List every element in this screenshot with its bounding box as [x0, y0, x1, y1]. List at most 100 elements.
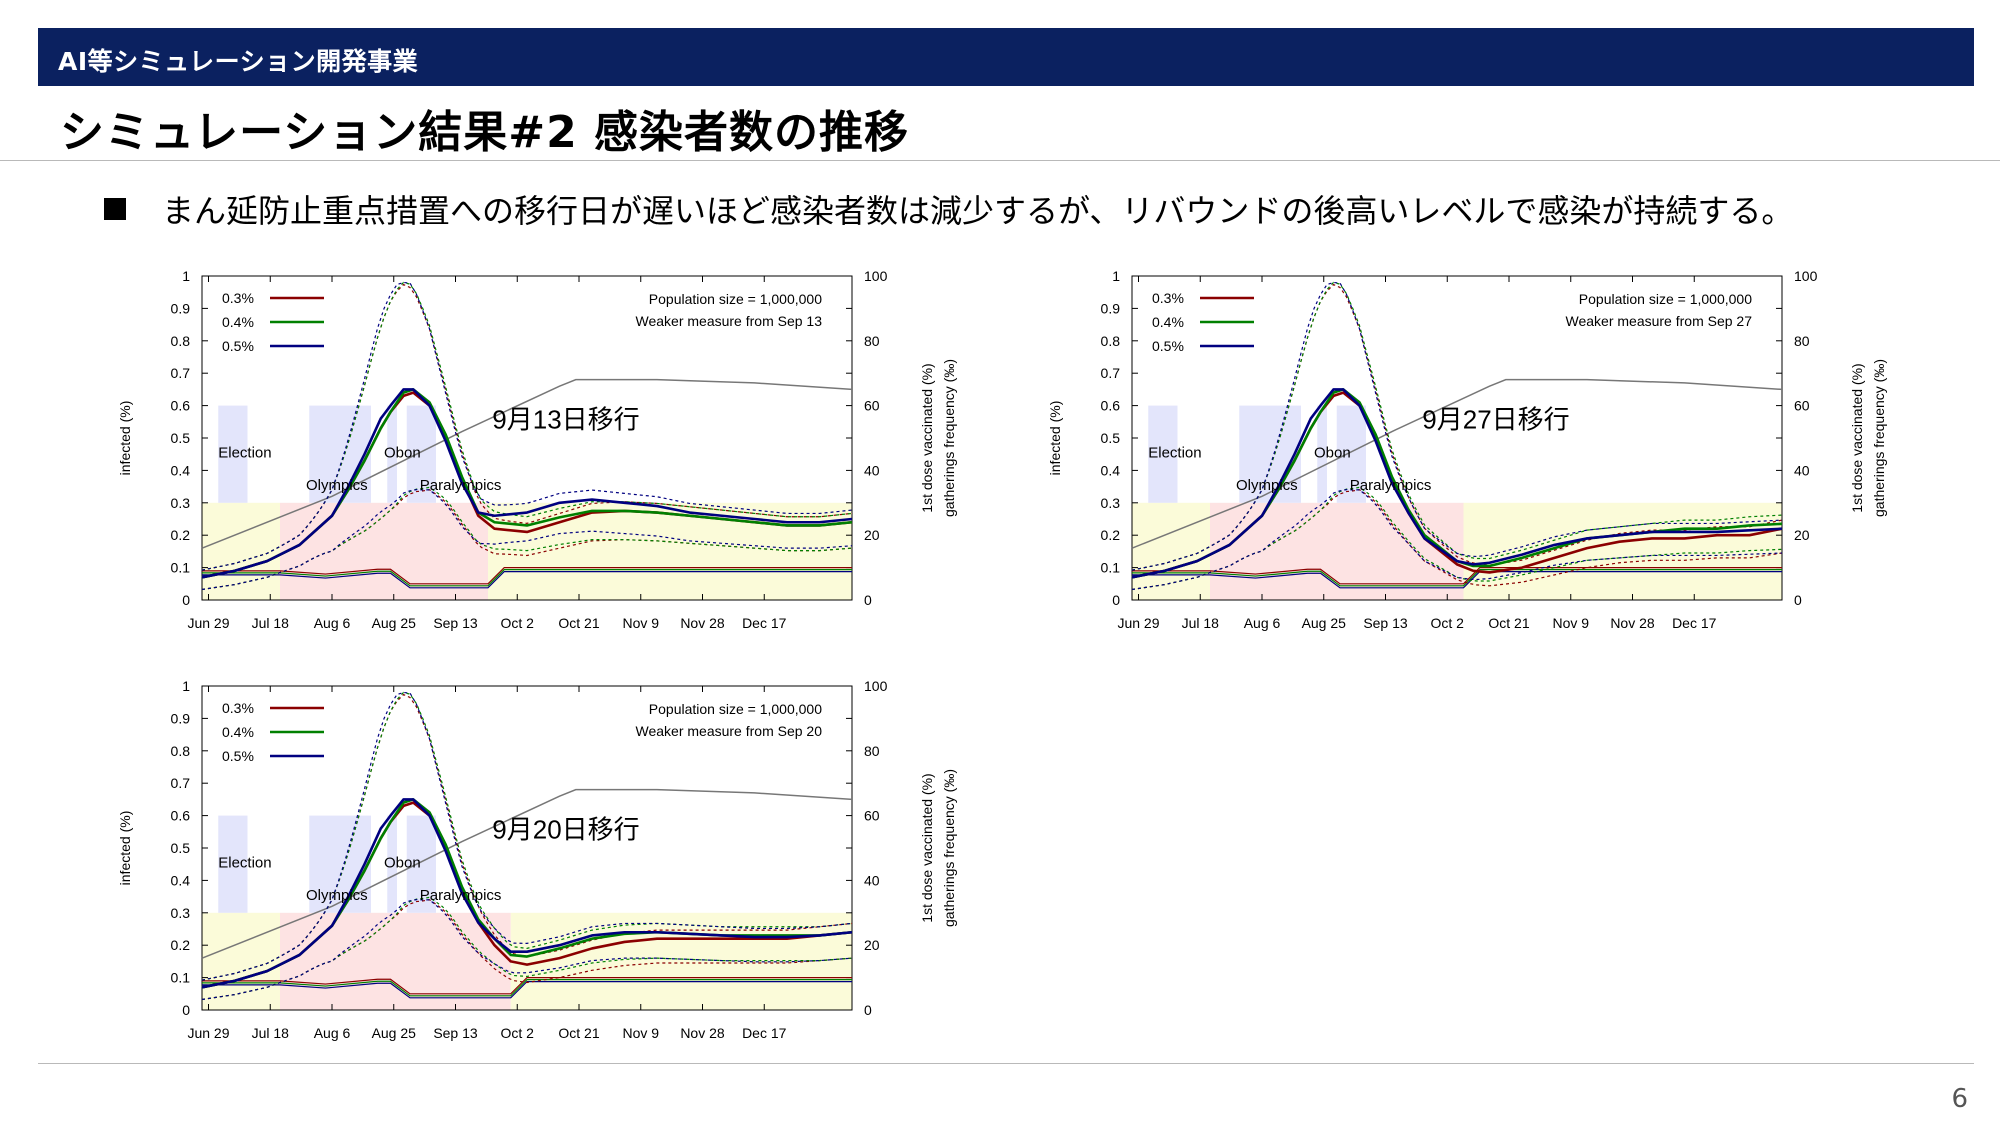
x-tick-label: Nov 28 [680, 1025, 725, 1041]
event-label: Election [1148, 444, 1201, 461]
y-tick-label: 0 [182, 1002, 190, 1018]
lower-bound-line [201, 896, 853, 1001]
phase-region [488, 502, 852, 600]
y2-tick-label: 60 [864, 398, 880, 414]
transition-date-annotation: 9月20日移行 [492, 814, 639, 844]
y2-tick-label: 100 [1794, 268, 1818, 284]
y2-tick-label: 100 [864, 268, 888, 284]
title-divider [0, 160, 2000, 161]
x-tick-label: Nov 9 [1552, 615, 1589, 631]
lower-bound-line [1131, 489, 1783, 591]
y-tick-label: 0.6 [171, 808, 191, 824]
legend-label: 0.5% [222, 338, 254, 354]
event-bar [406, 405, 436, 503]
y2-tick-label: 0 [864, 592, 872, 608]
event-bar [218, 815, 248, 913]
section-title: AI等シミュレーション開発事業 [58, 47, 419, 76]
page-number: 6 [1951, 1084, 1968, 1114]
y2-tick-label: 40 [1794, 462, 1810, 478]
y-tick-label: 0.5 [1101, 430, 1121, 446]
gathering-line [202, 981, 852, 999]
x-tick-label: Aug 6 [314, 1025, 351, 1041]
y2-axis-label: gatherings frequency (‰) [1871, 359, 1887, 517]
event-label: Election [218, 854, 271, 871]
y-tick-label: 0.6 [1101, 398, 1121, 414]
bullet-point: まん延防止重点措置への移行日が遅いほど感染者数は減少するが、リバウンドの後高いレ… [104, 186, 1793, 232]
lower-bound-line [201, 899, 853, 1001]
gathering-line [202, 977, 852, 995]
x-tick-label: Dec 17 [1672, 615, 1717, 631]
event-label: Obon [384, 444, 421, 461]
y2-tick-label: 40 [864, 872, 880, 888]
x-tick-label: Oct 2 [1431, 615, 1465, 631]
event-bar [1317, 405, 1327, 503]
y2-axis-label: gatherings frequency (‰) [941, 359, 957, 517]
series-line [201, 388, 853, 579]
y-tick-label: 0.6 [171, 398, 191, 414]
y2-axis-label: 1st dose vaccinated (%) [919, 773, 935, 922]
event-label: Paralympics [420, 887, 502, 904]
x-tick-label: Jun 29 [1117, 615, 1159, 631]
y-tick-label: 0.9 [171, 300, 191, 316]
upper-bound-line [1131, 281, 1783, 571]
y-tick-label: 0.5 [171, 840, 191, 856]
lower-bound-line [201, 486, 853, 591]
vaccinated-line [201, 788, 853, 959]
upper-bound-line [201, 281, 853, 571]
legend-label: 0.5% [222, 748, 254, 764]
y-tick-label: 1 [182, 268, 190, 284]
y-tick-label: 0.8 [171, 743, 191, 759]
legend-label: 0.3% [222, 700, 254, 716]
y-tick-label: 0.1 [171, 970, 191, 986]
x-tick-label: Oct 21 [558, 1025, 599, 1041]
x-tick-label: Sep 13 [433, 615, 478, 631]
x-tick-label: Jun 29 [187, 1025, 229, 1041]
y-axis-label: infected (%) [1047, 401, 1063, 476]
vaccinated-line [201, 378, 853, 549]
x-tick-label: Nov 9 [622, 1025, 659, 1041]
event-bar [1239, 405, 1301, 503]
upper-bound-line [201, 691, 853, 981]
y2-tick-label: 80 [864, 743, 880, 759]
y2-tick-label: 80 [864, 333, 880, 349]
y-tick-label: 0.2 [1101, 527, 1121, 543]
event-label: Obon [384, 854, 421, 871]
y-tick-label: 0.4 [1101, 462, 1121, 478]
y-tick-label: 0.8 [1101, 333, 1121, 349]
gathering-line [202, 979, 852, 997]
chart-sep27: 0 0.1 0.2 0.3 0.4 0.5 0.6 0.7 0.8 0.9 1 0 20 40 60 80 10… [1040, 262, 1920, 647]
event-label: Paralympics [1350, 477, 1432, 494]
info-text: Weaker measure from Sep 13 [636, 313, 823, 329]
legend-label: 0.5% [1152, 338, 1184, 354]
x-tick-label: Nov 28 [680, 615, 725, 631]
y-tick-label: 0.9 [1101, 300, 1121, 316]
gathering-line [1132, 567, 1782, 585]
x-tick-label: Jul 18 [1182, 615, 1220, 631]
event-bar [218, 405, 248, 503]
info-text: Population size = 1,000,000 [649, 291, 822, 307]
x-tick-label: Oct 2 [501, 615, 535, 631]
gathering-line [202, 567, 852, 585]
y-axis-label: infected (%) [117, 811, 133, 886]
chart-svg: 0 0.1 0.2 0.3 0.4 0.5 0.6 0.7 0.8 0.9 1 0 20 40 60 80 10… [117, 268, 957, 631]
legend-label: 0.3% [1152, 290, 1184, 306]
x-tick-label: Jul 18 [252, 1025, 290, 1041]
y-axis-label: infected (%) [117, 401, 133, 476]
chart-svg: 0 0.1 0.2 0.3 0.4 0.5 0.6 0.7 0.8 0.9 1 0 20 40 60 80 10… [1047, 268, 1887, 631]
x-tick-label: Dec 17 [742, 1025, 787, 1041]
y-tick-label: 0.1 [1101, 560, 1121, 576]
event-label: Olympics [1236, 477, 1298, 494]
x-tick-label: Nov 28 [1610, 615, 1655, 631]
square-bullet-icon [104, 198, 126, 220]
y2-tick-label: 60 [864, 808, 880, 824]
y2-tick-label: 40 [864, 462, 880, 478]
y-tick-label: 0 [182, 592, 190, 608]
lower-bound-line [201, 489, 853, 591]
event-label: Obon [1314, 444, 1351, 461]
y-tick-label: 0.4 [171, 462, 191, 478]
y2-tick-label: 100 [864, 678, 888, 694]
y-tick-label: 1 [182, 678, 190, 694]
event-bar [387, 405, 397, 503]
x-tick-label: Oct 21 [1488, 615, 1529, 631]
event-label: Election [218, 444, 271, 461]
